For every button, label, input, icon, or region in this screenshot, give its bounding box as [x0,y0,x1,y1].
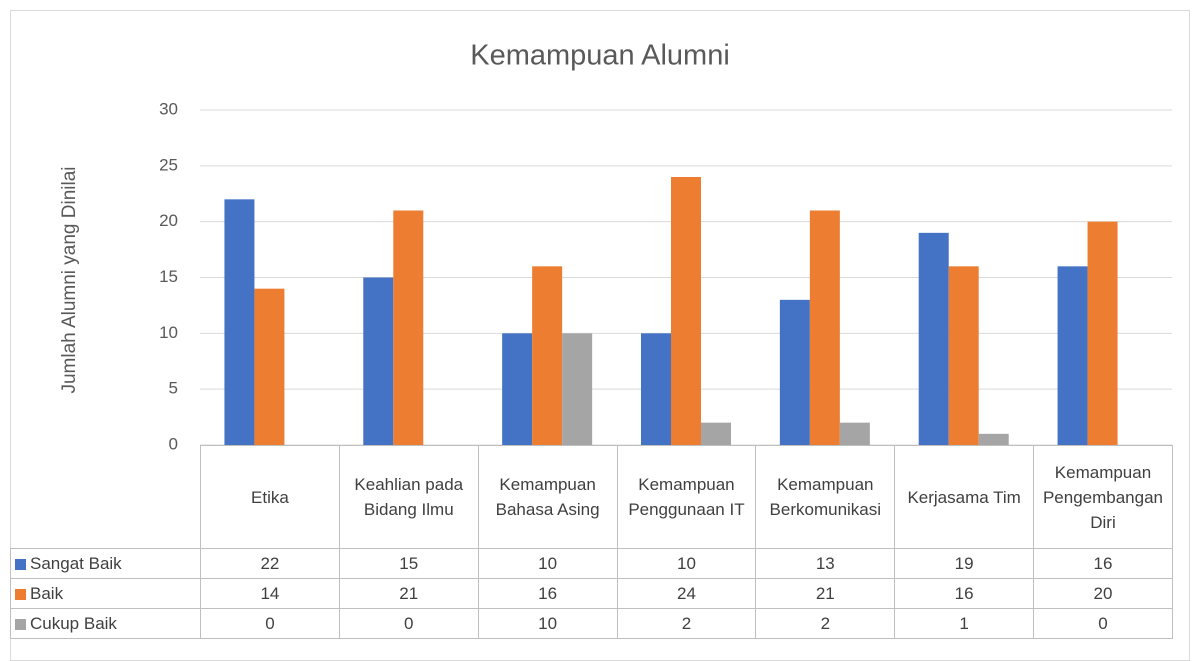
table-value: 1 [894,608,1035,639]
y-tick-label: 25 [159,155,178,174]
y-tick-label: 10 [159,323,178,342]
bar [562,333,593,445]
bar [671,177,701,445]
y-tick-label: 15 [159,267,178,286]
x-tick-label: Kerjasama Tim [894,445,1035,549]
table-row: Cukup Baik 0 0 10 2 2 1 0 [10,608,1173,639]
table-value: 21 [338,578,479,609]
x-tick-label: Kemampuan Berkomunikasi [755,445,896,549]
x-tick-label: Kemampuan Pengembangan Diri [1033,445,1173,549]
legend-entry: Cukup Baik [10,608,201,639]
bar [918,232,949,445]
table-value: 24 [616,578,757,609]
table-value: 19 [894,548,1035,579]
bar [701,422,731,445]
bar [839,422,870,445]
table-value: 0 [1033,608,1173,639]
legend-swatch [15,559,26,571]
bar [363,277,394,445]
table-value: 10 [477,548,618,579]
y-axis-title: Jumlah Alumni yang Dinilai [59,166,80,393]
bar [948,266,979,445]
bar [1057,266,1088,445]
x-tick-label: Kemampuan Penggunaan IT [616,445,757,549]
legend-swatch [15,619,26,631]
corner-cell [10,445,201,549]
legend-entry: Sangat Baik [10,548,201,579]
table-value: 2 [755,608,896,639]
legend-entry: Baik [10,578,201,609]
table-value: 14 [200,578,340,609]
bar [641,333,671,445]
bar [1087,221,1118,445]
table-value: 20 [1033,578,1173,609]
table-row: Baik 14 21 16 24 21 16 20 [10,578,1173,609]
legend-label: Cukup Baik [30,614,117,633]
bar [224,199,255,445]
header-row: Etika Keahlian pada Bidang Ilmu Kemampuan … [10,445,1173,549]
table-value: 16 [477,578,618,609]
table-value: 16 [894,578,1035,609]
table-value: 13 [755,548,896,579]
legend-swatch [15,589,26,601]
bar [393,210,424,445]
y-tick-label: 0 [169,434,178,453]
chart-title: Kemampuan Alumni [470,40,730,72]
legend-label: Baik [30,584,64,603]
bar [978,433,1009,445]
x-tick-label: Etika [200,445,340,549]
table-value: 0 [338,608,479,639]
table-value: 21 [755,578,896,609]
y-tick-label: 30 [159,99,178,118]
table-value: 22 [200,548,340,579]
bar [779,299,810,445]
bar [254,288,285,445]
x-tick-label: Kemampuan Bahasa Asing [477,445,618,549]
bar [502,333,533,445]
legend-label: Sangat Baik [30,554,122,573]
y-tick-label: 5 [169,379,178,398]
table-row: Sangat Baik 22 15 10 10 13 19 16 [10,548,1173,579]
bar [809,210,840,445]
table-value: 2 [616,608,757,639]
table-value: 15 [338,548,479,579]
bar [532,266,563,445]
x-tick-label: Keahlian pada Bidang Ilmu [338,445,479,549]
y-tick-label: 20 [159,211,178,230]
table-value: 16 [1033,548,1173,579]
data-table: Etika Keahlian pada Bidang Ilmu Kemampuan … [10,445,1173,639]
table-value: 10 [477,608,618,639]
table-value: 10 [616,548,757,579]
table-value: 0 [200,608,340,639]
